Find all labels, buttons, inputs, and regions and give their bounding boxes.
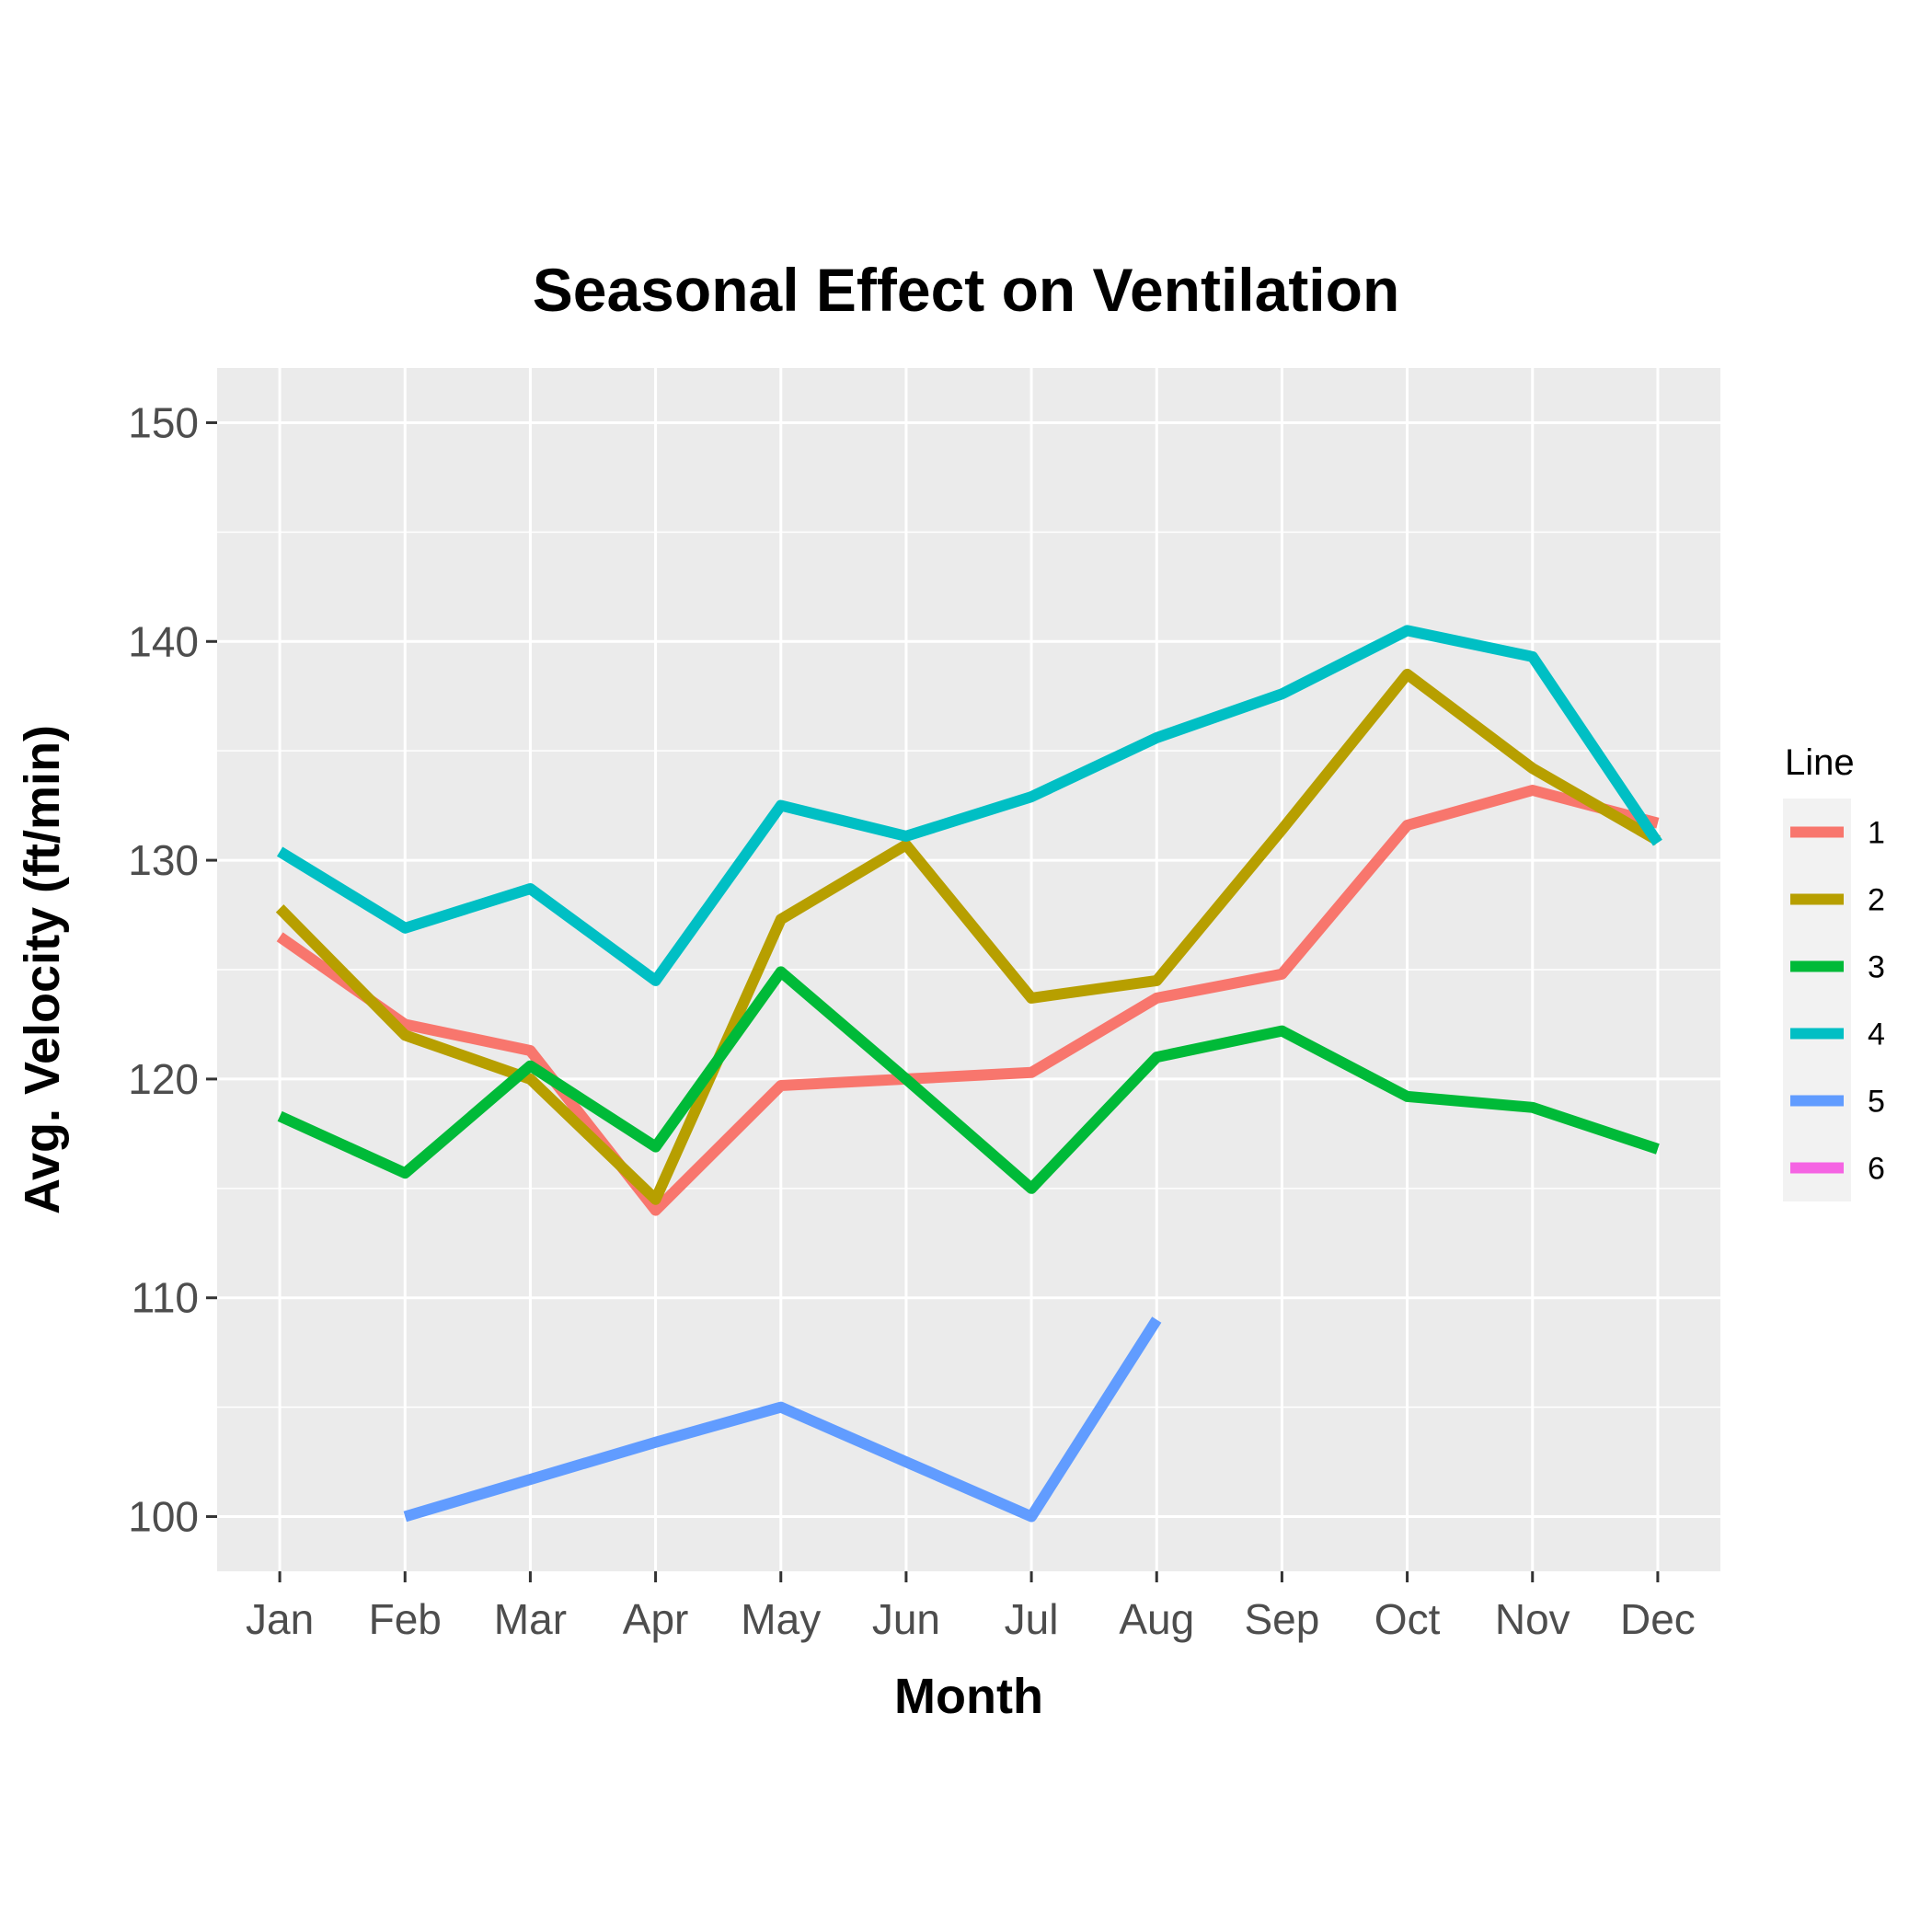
series-line-5 xyxy=(403,1316,1162,1523)
legend-label-1: 1 xyxy=(1868,816,1885,851)
y-axis-title: Avg. Velocity (ft/min) xyxy=(15,725,70,1214)
legend-title: Line xyxy=(1785,742,1855,783)
x-tick-label: Jun xyxy=(872,1595,940,1643)
y-tick-label: 140 xyxy=(128,617,199,665)
legend-key-background xyxy=(1783,799,1851,1201)
legend: Line 1 2 3 4 5 6 xyxy=(1783,742,1885,1201)
y-tick-label: 100 xyxy=(128,1493,199,1541)
y-tick-label: 150 xyxy=(128,398,199,446)
x-axis-title: Month xyxy=(894,1669,1043,1724)
x-axis: Jan Feb Mar Apr May Jun Jul Aug Sep Oct Nov Dec xyxy=(246,1571,1696,1643)
chart-title: Seasonal Effect on Ventilation xyxy=(533,256,1400,324)
x-tick-label: Sep xyxy=(1244,1595,1319,1643)
x-tick-label: Feb xyxy=(369,1595,442,1643)
x-tick-label: Dec xyxy=(1620,1595,1696,1643)
y-axis: 100 110 120 130 140 150 xyxy=(128,398,217,1541)
legend-label-5: 5 xyxy=(1868,1085,1885,1120)
legend-label-4: 4 xyxy=(1868,1017,1885,1052)
x-tick-label: Apr xyxy=(623,1595,689,1643)
minor-gridlines xyxy=(217,531,1720,1408)
x-tick-label: Aug xyxy=(1119,1595,1194,1643)
x-tick-label: Nov xyxy=(1495,1595,1570,1643)
legend-label-3: 3 xyxy=(1868,950,1885,985)
y-tick-label: 130 xyxy=(128,836,199,884)
series-lines xyxy=(275,625,1662,1523)
series-line-3 xyxy=(277,966,1660,1194)
x-tick-label: May xyxy=(741,1595,821,1643)
legend-label-6: 6 xyxy=(1868,1152,1885,1187)
x-tick-label: Oct xyxy=(1374,1595,1441,1643)
legend-label-2: 2 xyxy=(1868,883,1885,918)
major-gridlines xyxy=(217,368,1720,1571)
y-tick-label: 110 xyxy=(132,1274,199,1322)
series-line-4 xyxy=(276,625,1662,986)
series-line-2 xyxy=(275,668,1661,1205)
x-tick-label: Mar xyxy=(494,1595,567,1643)
x-tick-label: Jan xyxy=(246,1595,314,1643)
series-line-1 xyxy=(276,785,1660,1216)
y-tick-label: 120 xyxy=(128,1055,199,1103)
x-tick-label: Jul xyxy=(1005,1595,1059,1643)
